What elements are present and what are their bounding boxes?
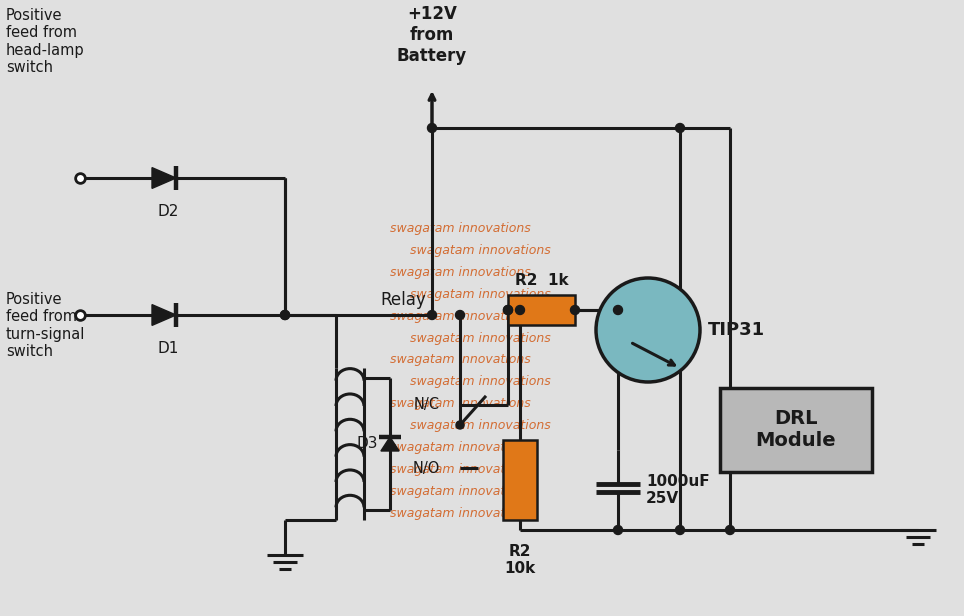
Text: 1000uF
25V: 1000uF 25V	[646, 474, 710, 506]
Text: swagatam innovations: swagatam innovations	[390, 309, 531, 323]
Bar	[503, 440, 537, 520]
Circle shape	[676, 525, 684, 535]
Text: swagatam innovations: swagatam innovations	[410, 376, 550, 389]
Text: swagatam innovations: swagatam innovations	[390, 397, 531, 410]
Text: Positive
feed from
turn-signal
switch: Positive feed from turn-signal switch	[6, 292, 86, 359]
Circle shape	[516, 306, 524, 315]
Text: DRL
Module: DRL Module	[756, 410, 837, 450]
Text: N/O: N/O	[413, 461, 440, 476]
Text: Relay: Relay	[380, 291, 426, 309]
Text: Positive
feed from
head-lamp
switch: Positive feed from head-lamp switch	[6, 8, 85, 75]
Circle shape	[726, 525, 735, 535]
Circle shape	[427, 310, 437, 320]
Text: swagatam innovations: swagatam innovations	[410, 331, 550, 344]
Text: swagatam innovations: swagatam innovations	[390, 354, 531, 367]
Text: swagatam innovations: swagatam innovations	[390, 485, 531, 498]
Circle shape	[676, 123, 684, 132]
Text: swagatam innovations: swagatam innovations	[390, 222, 531, 235]
Text: swagatam innovations: swagatam innovations	[390, 265, 531, 278]
Circle shape	[596, 278, 700, 382]
Text: TIP31: TIP31	[708, 321, 765, 339]
Text: +12V
from
Battery: +12V from Battery	[397, 5, 468, 65]
Text: D1: D1	[157, 341, 178, 356]
Text: swagatam innovations: swagatam innovations	[390, 508, 531, 521]
Text: D3: D3	[357, 437, 378, 452]
Bar	[508, 295, 575, 325]
Polygon shape	[152, 304, 176, 325]
Text: swagatam innovations: swagatam innovations	[410, 288, 550, 301]
Circle shape	[613, 306, 623, 315]
Circle shape	[503, 306, 513, 315]
Text: swagatam innovations: swagatam innovations	[410, 243, 550, 256]
Text: D2: D2	[157, 204, 178, 219]
Text: N/C: N/C	[414, 397, 440, 413]
Circle shape	[281, 310, 289, 320]
Text: swagatam innovations: swagatam innovations	[410, 419, 550, 432]
Text: R2  1k: R2 1k	[515, 273, 569, 288]
Circle shape	[456, 310, 465, 320]
Polygon shape	[152, 168, 176, 188]
Circle shape	[613, 525, 623, 535]
Polygon shape	[381, 437, 399, 451]
Text: swagatam innovations: swagatam innovations	[390, 463, 531, 477]
Circle shape	[503, 306, 513, 315]
Text: swagatam innovations: swagatam innovations	[390, 442, 531, 455]
Text: R2
10k: R2 10k	[504, 544, 536, 577]
Circle shape	[571, 306, 579, 315]
Circle shape	[281, 310, 289, 320]
Circle shape	[456, 421, 464, 429]
Circle shape	[427, 123, 437, 132]
Bar	[720, 388, 872, 472]
